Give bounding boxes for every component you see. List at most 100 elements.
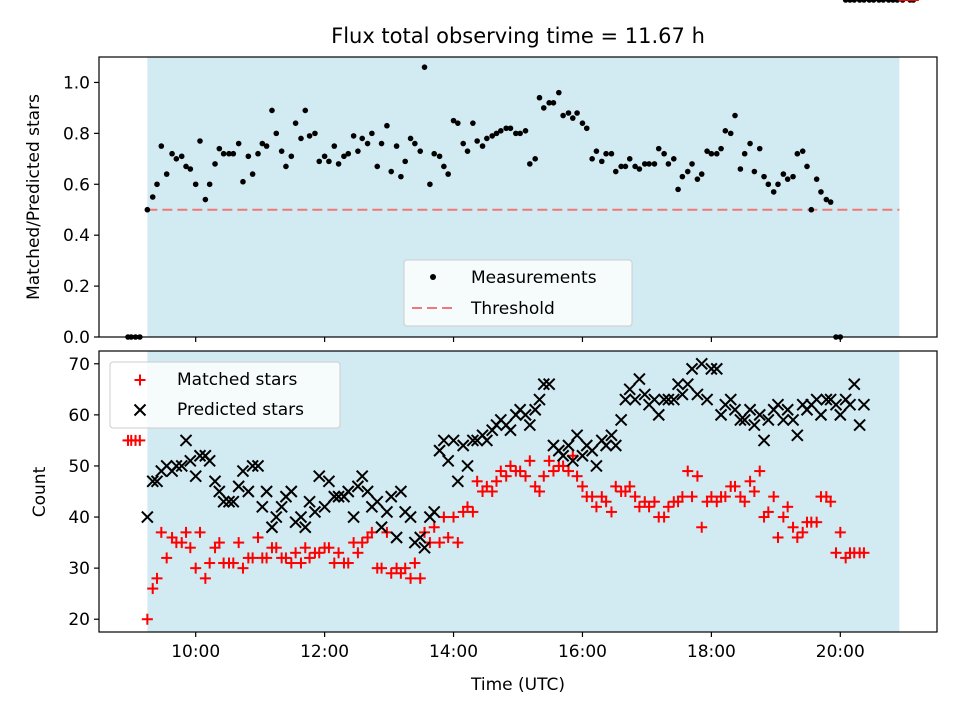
predicted-point xyxy=(648,393,661,406)
top-y-axis-label: Matched/Predicted stars xyxy=(24,94,44,300)
predicted-point xyxy=(738,413,751,427)
predicted-point xyxy=(519,408,532,422)
predicted-point xyxy=(433,444,446,457)
matched-point xyxy=(491,475,503,487)
matched-point xyxy=(190,562,202,574)
measurement-point xyxy=(608,150,615,157)
measurement-point xyxy=(808,206,815,213)
measurement-point xyxy=(799,148,806,154)
measurement-point xyxy=(388,168,395,175)
measurement-point xyxy=(173,156,180,162)
measurement-point xyxy=(517,130,523,137)
measurement-point xyxy=(398,173,404,180)
matched-point xyxy=(562,465,574,477)
top-y-tick-label: 0.2 xyxy=(63,277,90,297)
matched-point xyxy=(500,470,512,482)
measurement-point xyxy=(226,150,232,157)
legend-predicted-marker xyxy=(133,403,147,417)
predicted-point xyxy=(313,469,326,483)
measurement-point xyxy=(775,181,781,188)
top-legend: Measurements Threshold xyxy=(403,259,633,327)
bottom-y-tick-label: 20 xyxy=(68,610,90,630)
measurement-point xyxy=(206,181,213,188)
measurement-point xyxy=(298,135,304,142)
x-tick-label: 18:00 xyxy=(687,642,736,662)
measurement-point xyxy=(273,130,280,137)
matched-point xyxy=(313,547,325,559)
top-x-ticks xyxy=(195,337,841,342)
predicted-point xyxy=(418,541,431,554)
predicted-point xyxy=(361,485,374,498)
predicted-point xyxy=(208,475,222,488)
matched-point xyxy=(366,526,378,538)
measurement-point xyxy=(359,135,366,142)
measurement-point xyxy=(202,196,209,203)
x-tick-label: 20:00 xyxy=(816,642,865,662)
matched-point xyxy=(691,470,703,482)
measurement-point xyxy=(306,133,313,139)
matched-point xyxy=(858,547,870,559)
top-y-tick-label: 0.8 xyxy=(63,124,90,144)
predicted-point xyxy=(371,495,384,508)
measurement-point xyxy=(708,150,715,157)
matched-point xyxy=(633,501,645,513)
matched-point xyxy=(682,465,694,477)
measurement-point xyxy=(847,0,853,3)
measurement-point xyxy=(230,150,237,157)
matched-point xyxy=(176,537,188,549)
measurement-point xyxy=(651,161,658,167)
predicted-point xyxy=(762,413,775,427)
predicted-point xyxy=(451,475,465,488)
measurement-point xyxy=(622,163,629,170)
measurement-point xyxy=(402,158,408,165)
measurement-point xyxy=(675,186,681,193)
measurement-point xyxy=(417,148,424,154)
matched-point xyxy=(295,557,307,569)
measurement-point xyxy=(445,171,451,177)
matched-point xyxy=(624,480,636,492)
predicted-point xyxy=(528,403,542,416)
predicted-point xyxy=(570,429,584,442)
predicted-point xyxy=(671,378,685,391)
predicted-point xyxy=(657,393,671,406)
x-tick-label: 10:00 xyxy=(171,642,220,662)
matched-point xyxy=(557,460,569,472)
legend-matched-label: Matched stars xyxy=(177,370,297,390)
predicted-point xyxy=(523,418,537,432)
matched-point xyxy=(462,501,474,513)
predicted-point xyxy=(146,475,159,488)
measurement-point xyxy=(756,145,763,152)
matched-point xyxy=(586,491,598,503)
measurement-point xyxy=(550,100,557,106)
measurement-point xyxy=(665,161,672,167)
measurement-point xyxy=(794,150,801,157)
predicted-point xyxy=(537,378,550,391)
measurement-point xyxy=(679,173,686,180)
x-tick-label: 14:00 xyxy=(429,642,478,662)
counts-series xyxy=(122,0,919,625)
predicted-point xyxy=(685,362,699,376)
measurement-point xyxy=(450,117,457,124)
measurement-point xyxy=(842,0,849,3)
predicted-point xyxy=(308,505,322,519)
matched-point xyxy=(739,496,751,508)
matched-point xyxy=(748,486,760,497)
measurement-point xyxy=(670,156,677,162)
matched-point xyxy=(290,547,302,559)
top-axes-frame xyxy=(98,56,938,338)
matched-point xyxy=(323,542,335,554)
matched-point xyxy=(610,480,622,492)
measurement-point xyxy=(856,0,863,3)
measurement-point xyxy=(503,125,509,132)
predicted-point xyxy=(710,362,723,376)
measurement-point xyxy=(240,178,246,185)
predicted-point xyxy=(175,459,188,473)
predicted-point xyxy=(441,454,455,468)
predicted-point xyxy=(748,418,761,432)
matched-point xyxy=(414,572,426,584)
measurement-point xyxy=(636,166,643,172)
predicted-point xyxy=(347,510,360,524)
matched-point xyxy=(696,521,708,533)
bottom-axes-frame xyxy=(98,350,938,633)
matched-point xyxy=(768,491,780,503)
